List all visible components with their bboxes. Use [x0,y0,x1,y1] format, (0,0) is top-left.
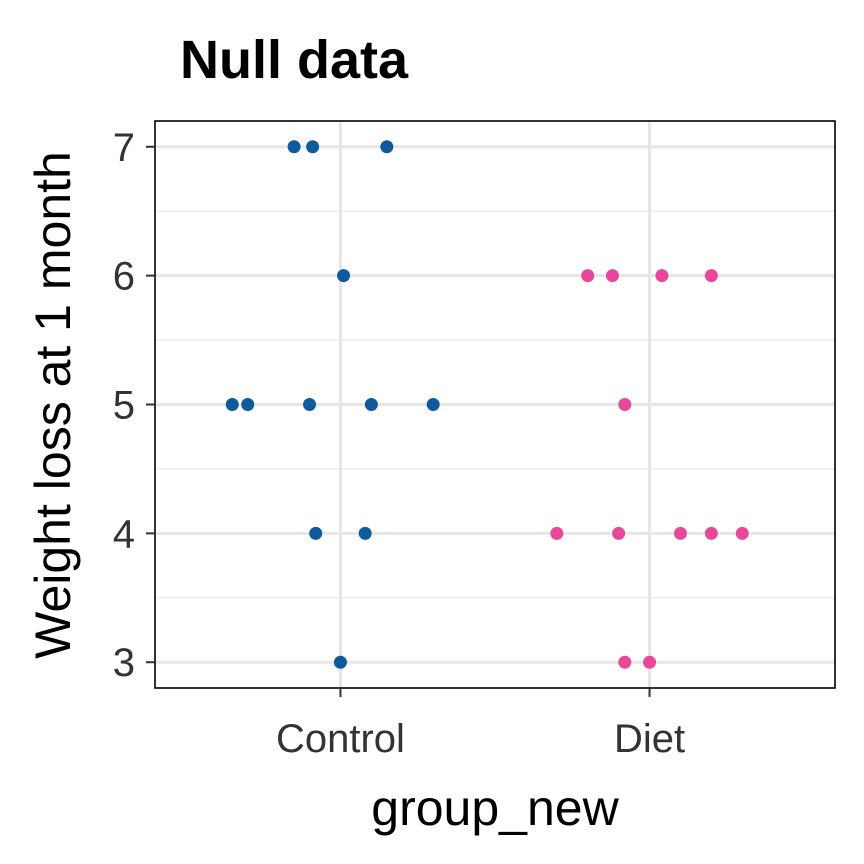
grid-lines [155,121,835,688]
y-tick-label: 3 [113,641,135,685]
data-point-control [364,398,378,411]
data-points [225,140,749,669]
data-point-diet [735,526,749,540]
data-point-control [380,140,394,154]
data-point-diet [612,526,626,540]
y-tick-label: 6 [113,255,135,299]
x-tick-label: Diet [614,717,685,761]
x-tick-label: Control [276,717,405,761]
data-point-diet [673,526,687,540]
data-point-control [358,526,372,540]
data-point-diet [643,655,657,669]
data-point-control [426,398,440,411]
chart-title: Null data [180,30,409,90]
data-point-control [287,140,301,154]
data-point-control [306,140,320,154]
data-point-control [309,526,323,540]
data-point-control [333,655,347,669]
data-point-diet [618,398,632,411]
x-axis-ticks: Control Diet [276,688,685,761]
data-point-control [337,269,351,283]
y-tick-label: 4 [113,512,135,556]
data-point-control [241,398,255,411]
data-point-diet [605,269,619,283]
y-axis-ticks: 3 4 5 6 7 [113,126,155,685]
data-point-diet [550,526,564,540]
data-point-diet [704,269,718,283]
data-point-diet [655,269,669,283]
data-point-control [225,398,239,411]
data-point-control [303,398,317,411]
data-point-diet [581,269,595,283]
data-point-diet [618,655,632,669]
x-axis-label: group_new [371,780,619,836]
data-point-diet [704,526,718,540]
y-axis-label: Weight loss at 1 month [25,151,81,659]
y-tick-label: 5 [113,384,135,428]
y-tick-label: 7 [113,126,135,170]
